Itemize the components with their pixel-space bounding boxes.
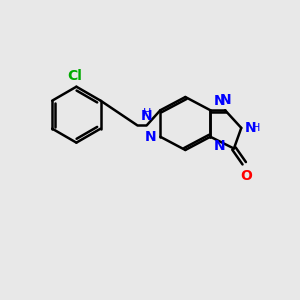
Text: N: N xyxy=(245,121,256,135)
Text: N: N xyxy=(145,130,157,144)
Text: N: N xyxy=(214,94,226,108)
Text: N: N xyxy=(214,139,226,153)
Text: N: N xyxy=(141,110,153,124)
Text: H: H xyxy=(143,109,151,118)
Text: O: O xyxy=(240,169,252,182)
Text: Cl: Cl xyxy=(68,69,82,83)
Text: N: N xyxy=(219,93,231,107)
Text: H: H xyxy=(252,123,260,133)
